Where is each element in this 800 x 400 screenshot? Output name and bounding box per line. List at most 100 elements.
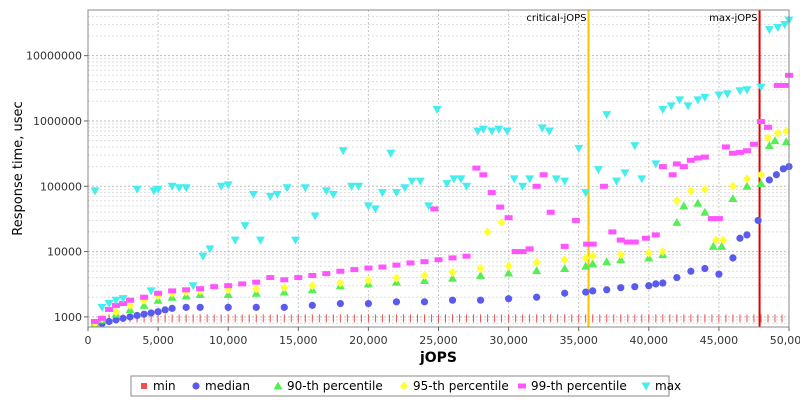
point-99-th-percentile <box>525 246 534 252</box>
point-max <box>407 177 417 186</box>
point-99-th-percentile <box>472 165 481 171</box>
point-max <box>205 245 215 254</box>
point-max <box>424 202 434 211</box>
point-max <box>551 175 561 184</box>
legend-label-max: max <box>655 379 681 393</box>
point-max <box>651 160 661 169</box>
point-99-th-percentile <box>462 253 471 259</box>
point-99-th-percentile <box>238 281 247 287</box>
point-99-th-percentile <box>599 183 608 189</box>
point-median <box>589 287 597 295</box>
point-99-th-percentile <box>693 155 702 161</box>
y-tick-label: 100000 <box>40 180 82 193</box>
x-tick-label: 30,000 <box>489 334 528 347</box>
point-99-th-percentile <box>658 164 667 170</box>
point-median <box>631 283 639 291</box>
y-tick-label: 10000000 <box>26 50 82 63</box>
legend-marker-90-th-percentile <box>273 381 283 390</box>
point-median <box>161 306 169 314</box>
legend-label-99-th-percentile: 99-th percentile <box>531 379 627 393</box>
legend-label-min: min <box>153 379 176 393</box>
point-max <box>537 124 547 133</box>
point-max <box>502 127 512 136</box>
point-99-th-percentile <box>583 241 592 247</box>
point-median <box>673 273 681 282</box>
legend-marker-99-th-percentile <box>518 383 526 389</box>
point-99-th-percentile <box>546 209 555 215</box>
point-99-th-percentile <box>98 315 107 321</box>
point-95-th-percentile <box>588 251 597 261</box>
point-median <box>617 284 625 292</box>
point-median <box>701 264 709 273</box>
point-99-th-percentile <box>532 183 541 189</box>
point-95-th-percentile <box>686 186 695 196</box>
point-max <box>230 236 240 245</box>
point-99-th-percentile <box>308 273 317 279</box>
point-99-th-percentile <box>336 268 345 274</box>
point-95-th-percentile <box>719 235 728 245</box>
point-99-th-percentile <box>571 217 580 223</box>
point-99-th-percentile <box>119 301 128 307</box>
point-95-th-percentile <box>126 300 135 310</box>
point-90-th-percentile <box>588 259 598 268</box>
point-99-th-percentile <box>672 161 681 167</box>
legend-marker-max <box>641 382 651 391</box>
point-max <box>544 127 554 136</box>
x-tick-label: 25,000 <box>419 334 458 347</box>
x-tick-label: 35,000 <box>559 334 598 347</box>
point-max <box>756 83 766 92</box>
point-max <box>574 144 584 153</box>
point-99-th-percentile <box>434 257 443 263</box>
point-max <box>153 185 163 194</box>
data-points <box>90 16 794 328</box>
point-max <box>300 184 310 193</box>
point-95-th-percentile <box>336 278 345 288</box>
point-max <box>354 182 364 191</box>
legend-label-95-th-percentile: 95-th percentile <box>413 379 509 393</box>
point-max <box>174 184 184 193</box>
point-median <box>105 317 113 326</box>
point-99-th-percentile <box>406 260 415 266</box>
point-99-th-percentile <box>539 172 548 178</box>
point-90-th-percentile <box>602 257 612 266</box>
point-max <box>637 175 647 184</box>
point-max <box>675 96 685 105</box>
x-tick-label: 0 <box>85 334 92 347</box>
point-median <box>392 298 401 306</box>
point-median <box>280 303 288 311</box>
point-95-th-percentile <box>756 170 765 180</box>
point-max <box>90 187 100 196</box>
point-max <box>714 91 724 100</box>
point-median <box>420 298 429 306</box>
point-99-th-percentile <box>182 287 191 293</box>
point-median <box>119 314 127 322</box>
point-95-th-percentile <box>308 281 317 291</box>
point-max <box>612 177 622 186</box>
point-95-th-percentile <box>112 307 121 317</box>
point-99-th-percentile <box>714 216 723 222</box>
point-99-th-percentile <box>126 297 135 303</box>
point-max <box>132 185 142 194</box>
series-median <box>91 163 793 328</box>
point-median <box>154 308 162 316</box>
point-max <box>620 169 630 178</box>
point-95-th-percentile <box>782 126 791 136</box>
point-max <box>462 182 472 191</box>
point-median <box>779 165 787 173</box>
point-99-th-percentile <box>623 239 632 245</box>
point-99-th-percentile <box>668 172 677 178</box>
point-max <box>198 252 208 261</box>
point-max <box>780 20 790 29</box>
point-99-th-percentile <box>487 190 496 196</box>
point-95-th-percentile <box>581 253 590 263</box>
point-99-th-percentile <box>773 82 782 88</box>
point-median <box>729 254 737 262</box>
point-90-th-percentile <box>679 201 689 210</box>
point-median <box>147 309 155 317</box>
point-max <box>666 102 676 111</box>
point-max <box>328 190 338 199</box>
point-median <box>659 279 667 287</box>
point-95-th-percentile <box>504 261 513 271</box>
point-median <box>112 316 120 324</box>
